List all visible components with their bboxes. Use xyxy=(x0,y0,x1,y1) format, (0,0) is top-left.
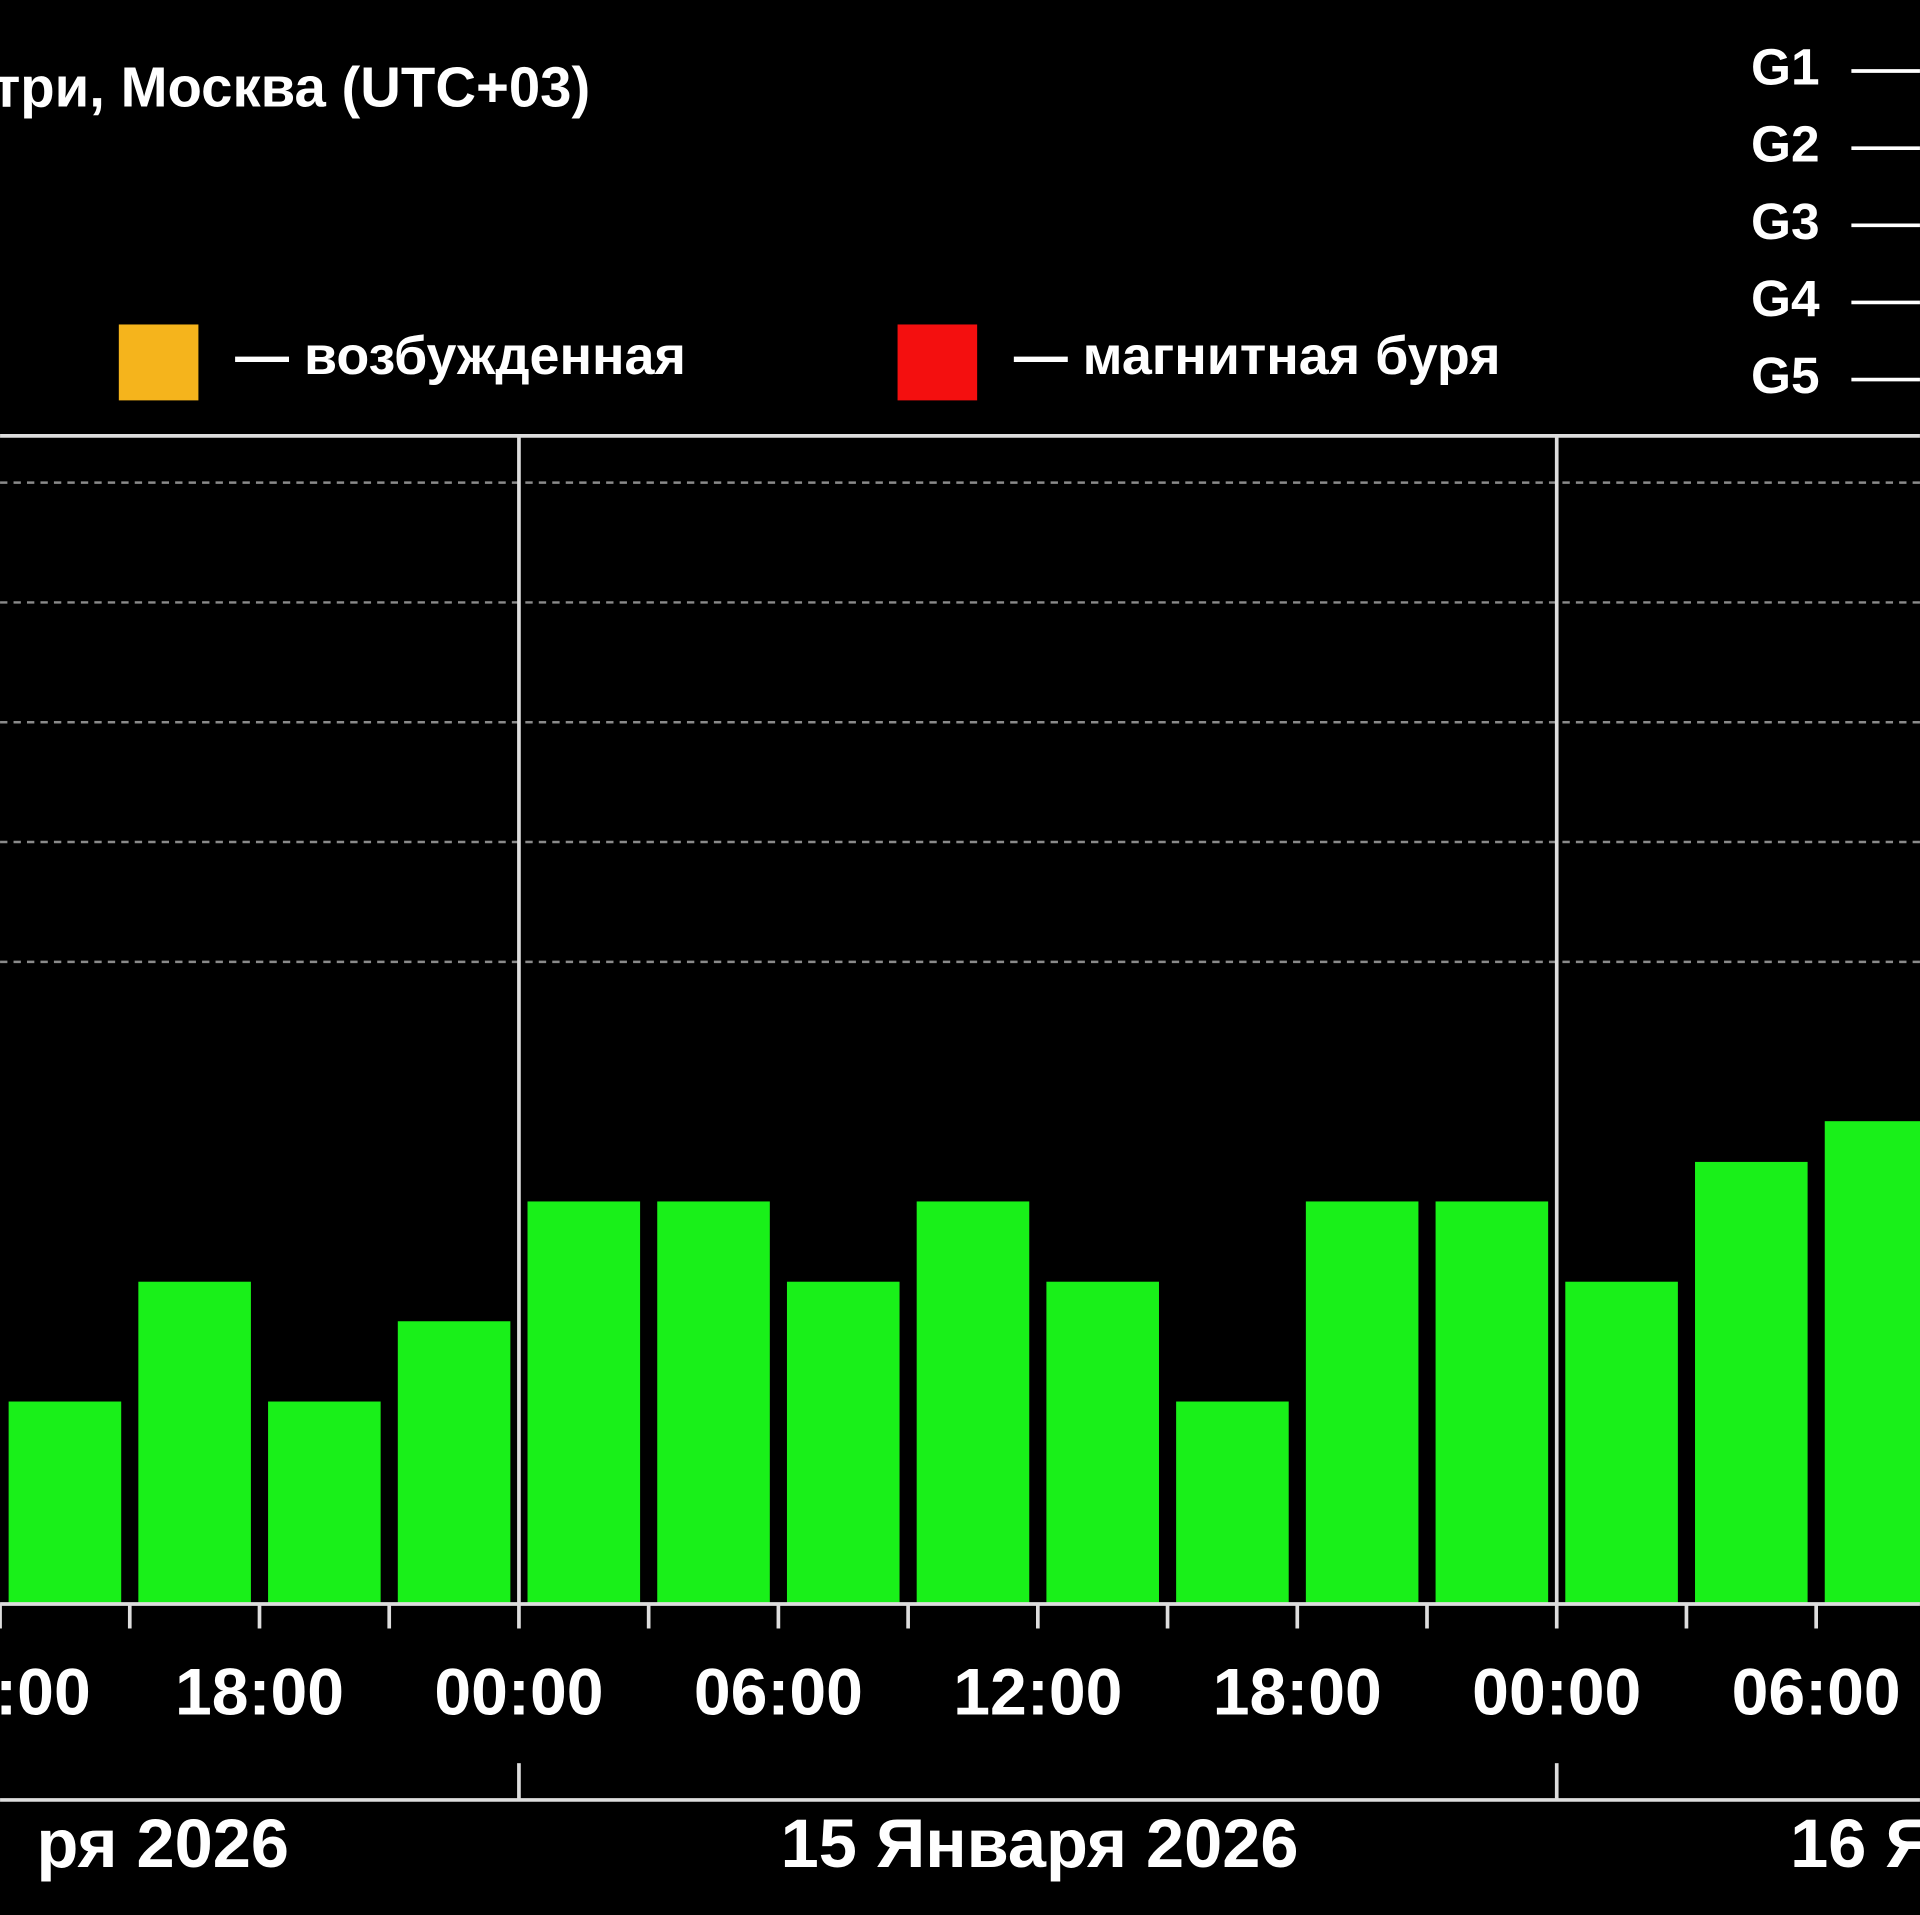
legend-label: — возбужденная xyxy=(235,326,686,386)
legend-swatch xyxy=(118,324,199,401)
day-label: 16 Я xyxy=(1790,1805,1920,1882)
bar xyxy=(397,1321,511,1604)
chart-title: три, Москва (UTC+03) xyxy=(0,56,590,119)
legend-swatch xyxy=(897,324,978,401)
g-scale-label: G2 xyxy=(1751,115,1820,173)
bar xyxy=(786,1281,900,1604)
day-label: ря 2026 xyxy=(37,1805,290,1882)
g-scale-label: G3 xyxy=(1751,192,1820,250)
bar xyxy=(268,1401,381,1604)
x-tick-label: 06:00 xyxy=(1732,1656,1901,1730)
day-label: 15 Января 2026 xyxy=(781,1805,1299,1882)
g-scale-label: G1 xyxy=(1751,38,1820,96)
x-tick-label: 12:00 xyxy=(953,1656,1122,1730)
g-scale-label: G4 xyxy=(1751,269,1820,327)
bar xyxy=(1305,1201,1419,1604)
x-tick-label: :00 xyxy=(0,1656,91,1730)
bar xyxy=(8,1401,122,1604)
bar xyxy=(1176,1401,1289,1604)
bar xyxy=(138,1281,251,1604)
x-tick-label: 18:00 xyxy=(175,1656,344,1730)
bar xyxy=(1435,1201,1549,1604)
x-tick-label: 18:00 xyxy=(1213,1656,1382,1730)
x-tick-label: 00:00 xyxy=(434,1656,603,1730)
bar xyxy=(916,1201,1030,1604)
bar xyxy=(1695,1161,1808,1604)
bar xyxy=(1824,1121,1920,1604)
x-tick-label: 00:00 xyxy=(1472,1656,1641,1730)
bar xyxy=(1046,1281,1159,1604)
g-scale-label: G5 xyxy=(1751,346,1820,404)
x-tick-label: 06:00 xyxy=(694,1656,863,1730)
bar xyxy=(527,1201,641,1604)
legend-label: — магнитная буря xyxy=(1014,326,1501,386)
bar xyxy=(1565,1281,1678,1604)
bar xyxy=(657,1201,770,1604)
